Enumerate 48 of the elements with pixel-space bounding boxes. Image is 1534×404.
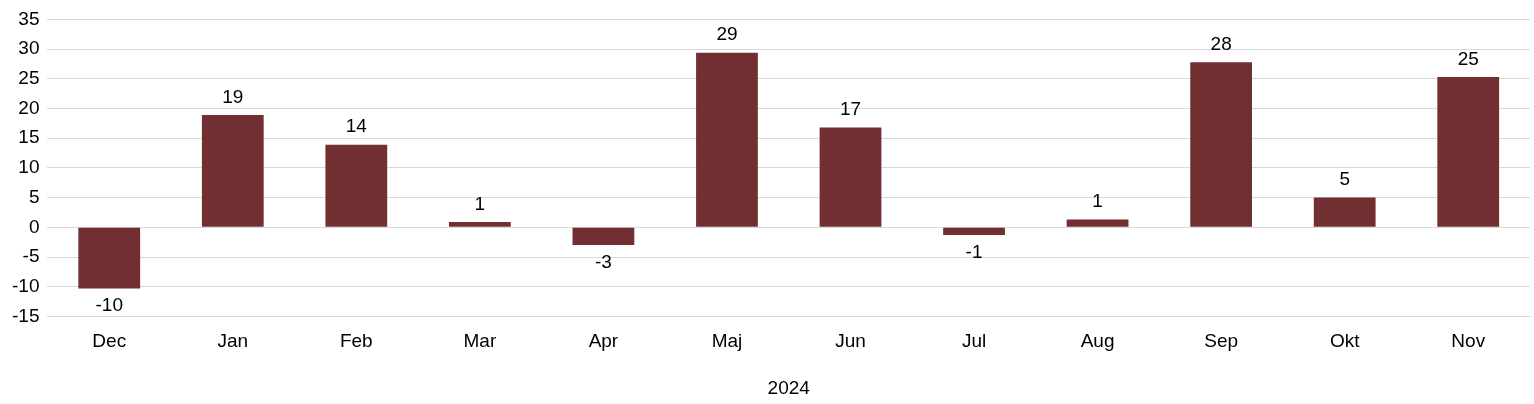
y-tick-label: 0: [28, 215, 40, 237]
bar: [325, 144, 388, 227]
data-label: 28: [1210, 32, 1232, 54]
data-label: 19: [222, 85, 244, 107]
x-tick-label: Dec: [92, 330, 127, 352]
bar: [1066, 219, 1129, 227]
data-label: 1: [474, 192, 486, 214]
data-label: -3: [594, 250, 612, 272]
bar: [201, 115, 264, 227]
y-tick-label: 35: [18, 7, 40, 29]
y-tick-label: -10: [11, 274, 40, 296]
data-label: 5: [1339, 168, 1350, 190]
bar: [572, 227, 635, 246]
y-tick-label: 25: [18, 67, 40, 89]
y-tick-label: -15: [11, 304, 40, 326]
bar: [943, 227, 1005, 236]
bar: [78, 227, 141, 289]
data-label: -10: [95, 294, 123, 316]
x-axis-title: 2024: [767, 376, 811, 398]
y-tick-label: 10: [18, 156, 40, 178]
bar: [1437, 77, 1500, 227]
data-label: 29: [716, 23, 738, 45]
y-tick-label: 15: [18, 126, 40, 148]
bar: [1313, 197, 1376, 227]
x-tick-label: Maj: [711, 330, 743, 352]
y-tick-label: 5: [28, 185, 40, 207]
data-label: 14: [345, 115, 368, 137]
bar: [696, 52, 758, 227]
y-tick-label: 30: [18, 37, 40, 59]
data-label: 1: [1092, 190, 1103, 212]
x-tick-label: Jul: [961, 330, 987, 352]
data-label: -1: [965, 240, 983, 262]
y-tick-label: -5: [22, 245, 40, 267]
x-tick-label: Nov: [1451, 330, 1486, 352]
x-tick-label: Apr: [588, 330, 619, 352]
x-tick-label: Mar: [463, 330, 497, 352]
data-label: 25: [1457, 47, 1479, 69]
x-tick-label: Jun: [835, 330, 866, 352]
x-tick-label: Okt: [1329, 330, 1361, 352]
x-tick-label: Feb: [339, 330, 373, 352]
data-label: 17: [839, 98, 862, 120]
y-tick-label: 20: [18, 96, 40, 118]
x-tick-label: Sep: [1204, 330, 1239, 352]
bar: [448, 221, 511, 227]
bar: [819, 127, 882, 227]
bar: [1190, 62, 1253, 227]
x-tick-label: Aug: [1080, 330, 1115, 352]
x-tick-label: Jan: [217, 330, 249, 352]
